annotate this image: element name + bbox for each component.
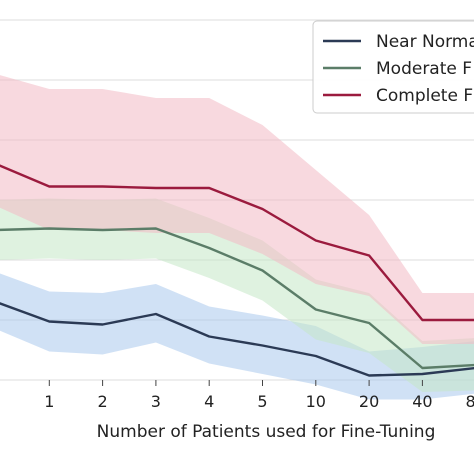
x-tick-label: 0 bbox=[0, 392, 1, 411]
legend-box bbox=[312, 20, 474, 114]
legend-label: Moderate F bbox=[376, 59, 472, 79]
x-tick-label: 4 bbox=[204, 392, 214, 411]
series-line-moderate-f bbox=[0, 227, 474, 370]
series-line-near-normal bbox=[0, 302, 474, 377]
series-line-complete-f bbox=[0, 164, 474, 322]
x-tick-label: 3 bbox=[151, 392, 161, 411]
x-tick-label: 2 bbox=[98, 392, 108, 411]
legend-label: Complete F bbox=[376, 86, 473, 106]
x-tick-label: 40 bbox=[412, 392, 432, 411]
confidence-band-near-normal bbox=[0, 273, 474, 400]
confidence-band-complete-f bbox=[0, 75, 474, 344]
x-axis-label: Number of Patients used for Fine-Tuning bbox=[97, 422, 436, 442]
confidence-band-moderate-f bbox=[0, 198, 474, 392]
x-tick-label: 5 bbox=[257, 392, 267, 411]
legend: Near Normal Moderate F Complete F bbox=[312, 20, 474, 114]
x-tick-label: 20 bbox=[359, 392, 379, 411]
series-lines bbox=[0, 164, 474, 377]
legend-label: Near Normal bbox=[376, 32, 474, 52]
confidence-bands bbox=[0, 75, 474, 400]
x-tick-label: 80 bbox=[466, 392, 474, 411]
x-tick-label: 10 bbox=[306, 392, 326, 411]
x-axis-ticks: 0 1 2 3 4 5 10 20 40 80 bbox=[0, 380, 474, 411]
x-tick-label: 1 bbox=[44, 392, 54, 411]
